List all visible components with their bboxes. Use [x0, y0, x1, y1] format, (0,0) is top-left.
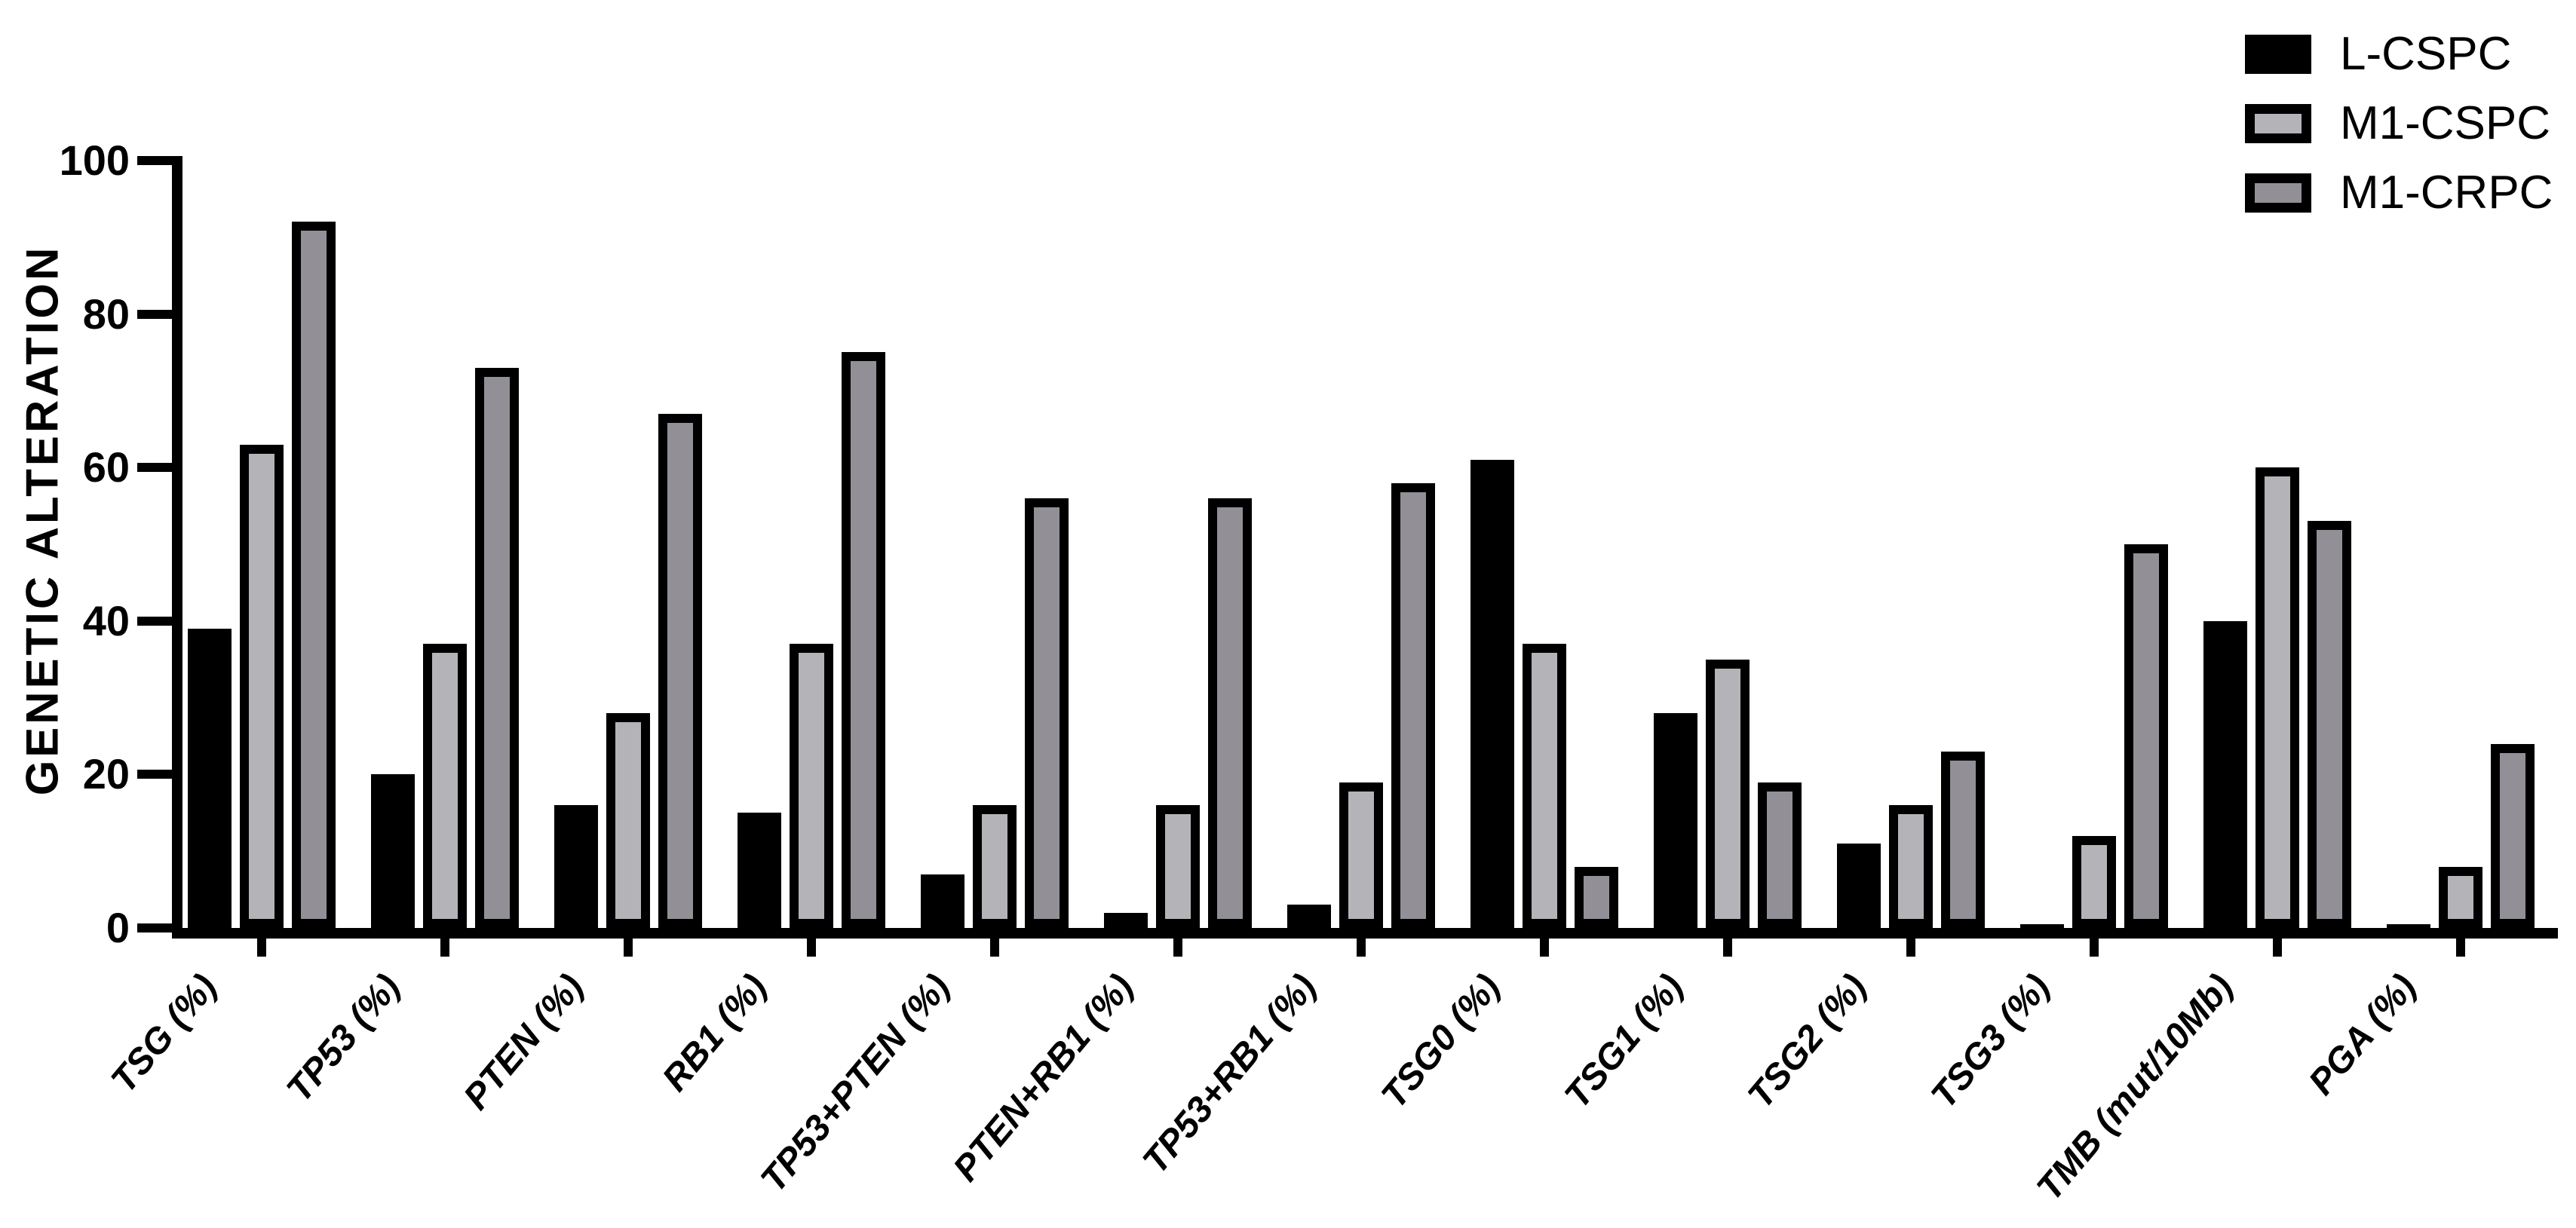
x-category-label: TP53 (%): [279, 966, 409, 1110]
legend-label: M1-CRPC: [2340, 167, 2553, 219]
y-tick: [137, 923, 172, 932]
x-category-label: TSG3 (%): [1923, 966, 2058, 1116]
bar-M1-CSPC: [2439, 867, 2482, 928]
x-tick: [440, 939, 449, 957]
bar-M1-CSPC: [240, 445, 284, 928]
legend-swatch-L-CSPC: [2245, 35, 2311, 74]
bar-L-CSPC: [188, 629, 232, 928]
y-tick-label: 40: [82, 597, 130, 645]
x-tick: [807, 939, 816, 957]
x-tick: [1723, 939, 1732, 957]
bar-M1-CRPC: [2124, 544, 2168, 928]
y-axis-line: [172, 156, 182, 939]
bar-L-CSPC: [2387, 924, 2430, 928]
x-tick: [2090, 939, 2099, 957]
x-category-label: TMB (mut/10Mb): [2029, 966, 2241, 1208]
bar-L-CSPC: [2020, 924, 2064, 928]
bar-L-CSPC: [1654, 713, 1697, 928]
bar-L-CSPC: [921, 874, 964, 928]
bar-M1-CRPC: [1025, 498, 1069, 928]
bar-M1-CRPC: [1941, 752, 1985, 928]
bar-M1-CSPC: [1889, 805, 1933, 928]
legend-swatch-M1-CSPC: [2245, 104, 2311, 143]
bar-M1-CRPC: [2491, 744, 2535, 928]
bar-M1-CRPC: [1575, 867, 1618, 928]
x-category-label: TP53+RB1 (%): [1135, 966, 1325, 1182]
bar-L-CSPC: [1287, 905, 1331, 928]
bar-L-CSPC: [1837, 844, 1881, 928]
y-tick: [137, 463, 172, 472]
bar-M1-CSPC: [1523, 644, 1566, 928]
x-tick: [1906, 939, 1915, 957]
y-tick-label: 80: [82, 290, 130, 338]
x-tick: [1540, 939, 1549, 957]
bar-M1-CRPC: [2308, 521, 2351, 928]
bar-M1-CSPC: [2072, 836, 2116, 928]
y-tick: [137, 617, 172, 626]
bar-L-CSPC: [1470, 460, 1514, 928]
bar-L-CSPC: [2203, 621, 2247, 928]
legend-label: L-CSPC: [2340, 28, 2512, 80]
legend-swatch-M1-CRPC: [2245, 173, 2311, 213]
x-category-label: PGA (%): [2301, 966, 2424, 1103]
bar-M1-CRPC: [1208, 498, 1252, 928]
bar-M1-CSPC: [790, 644, 833, 928]
bar-M1-CRPC: [842, 352, 885, 928]
y-tick: [137, 156, 172, 165]
bar-M1-CRPC: [292, 222, 336, 928]
y-tick-label: 0: [106, 904, 130, 951]
x-tick: [257, 939, 266, 957]
bar-L-CSPC: [371, 774, 415, 928]
x-category-label: PTEN+RB1 (%): [946, 966, 1142, 1190]
bar-M1-CSPC: [1706, 660, 1750, 928]
bar-L-CSPC: [738, 813, 781, 928]
bar-M1-CRPC: [658, 414, 702, 928]
y-tick-label: 20: [82, 750, 130, 798]
x-category-label: TSG0 (%): [1373, 966, 1508, 1116]
bar-L-CSPC: [554, 805, 598, 928]
x-tick: [990, 939, 999, 957]
x-category-label: TSG1 (%): [1556, 966, 1691, 1116]
bar-M1-CRPC: [1391, 483, 1435, 928]
x-category-label: TSG (%): [103, 966, 225, 1101]
x-category-label: PTEN (%): [455, 966, 592, 1118]
bar-M1-CSPC: [973, 805, 1017, 928]
x-tick: [2273, 939, 2282, 957]
bar-M1-CSPC: [606, 713, 650, 928]
legend-label: M1-CSPC: [2340, 97, 2551, 149]
x-category-label: TP53+PTEN (%): [753, 966, 958, 1200]
x-tick: [1357, 939, 1366, 957]
x-tick: [1173, 939, 1182, 957]
y-tick-label: 100: [59, 136, 130, 184]
bar-M1-CSPC: [1156, 805, 1200, 928]
x-tick: [2456, 939, 2465, 957]
bar-M1-CSPC: [2256, 467, 2299, 928]
bar-M1-CSPC: [423, 644, 467, 928]
x-category-label: TSG2 (%): [1740, 966, 1875, 1116]
bar-M1-CRPC: [1758, 782, 1802, 928]
x-category-label: RB1 (%): [655, 966, 775, 1099]
bar-M1-CSPC: [1339, 782, 1383, 928]
y-tick-label: 60: [82, 443, 130, 491]
x-tick: [624, 939, 633, 957]
bar-M1-CRPC: [475, 368, 519, 928]
y-tick: [137, 770, 172, 779]
bar-L-CSPC: [1104, 913, 1148, 928]
x-axis-line: [172, 928, 2558, 939]
y-tick: [137, 310, 172, 319]
